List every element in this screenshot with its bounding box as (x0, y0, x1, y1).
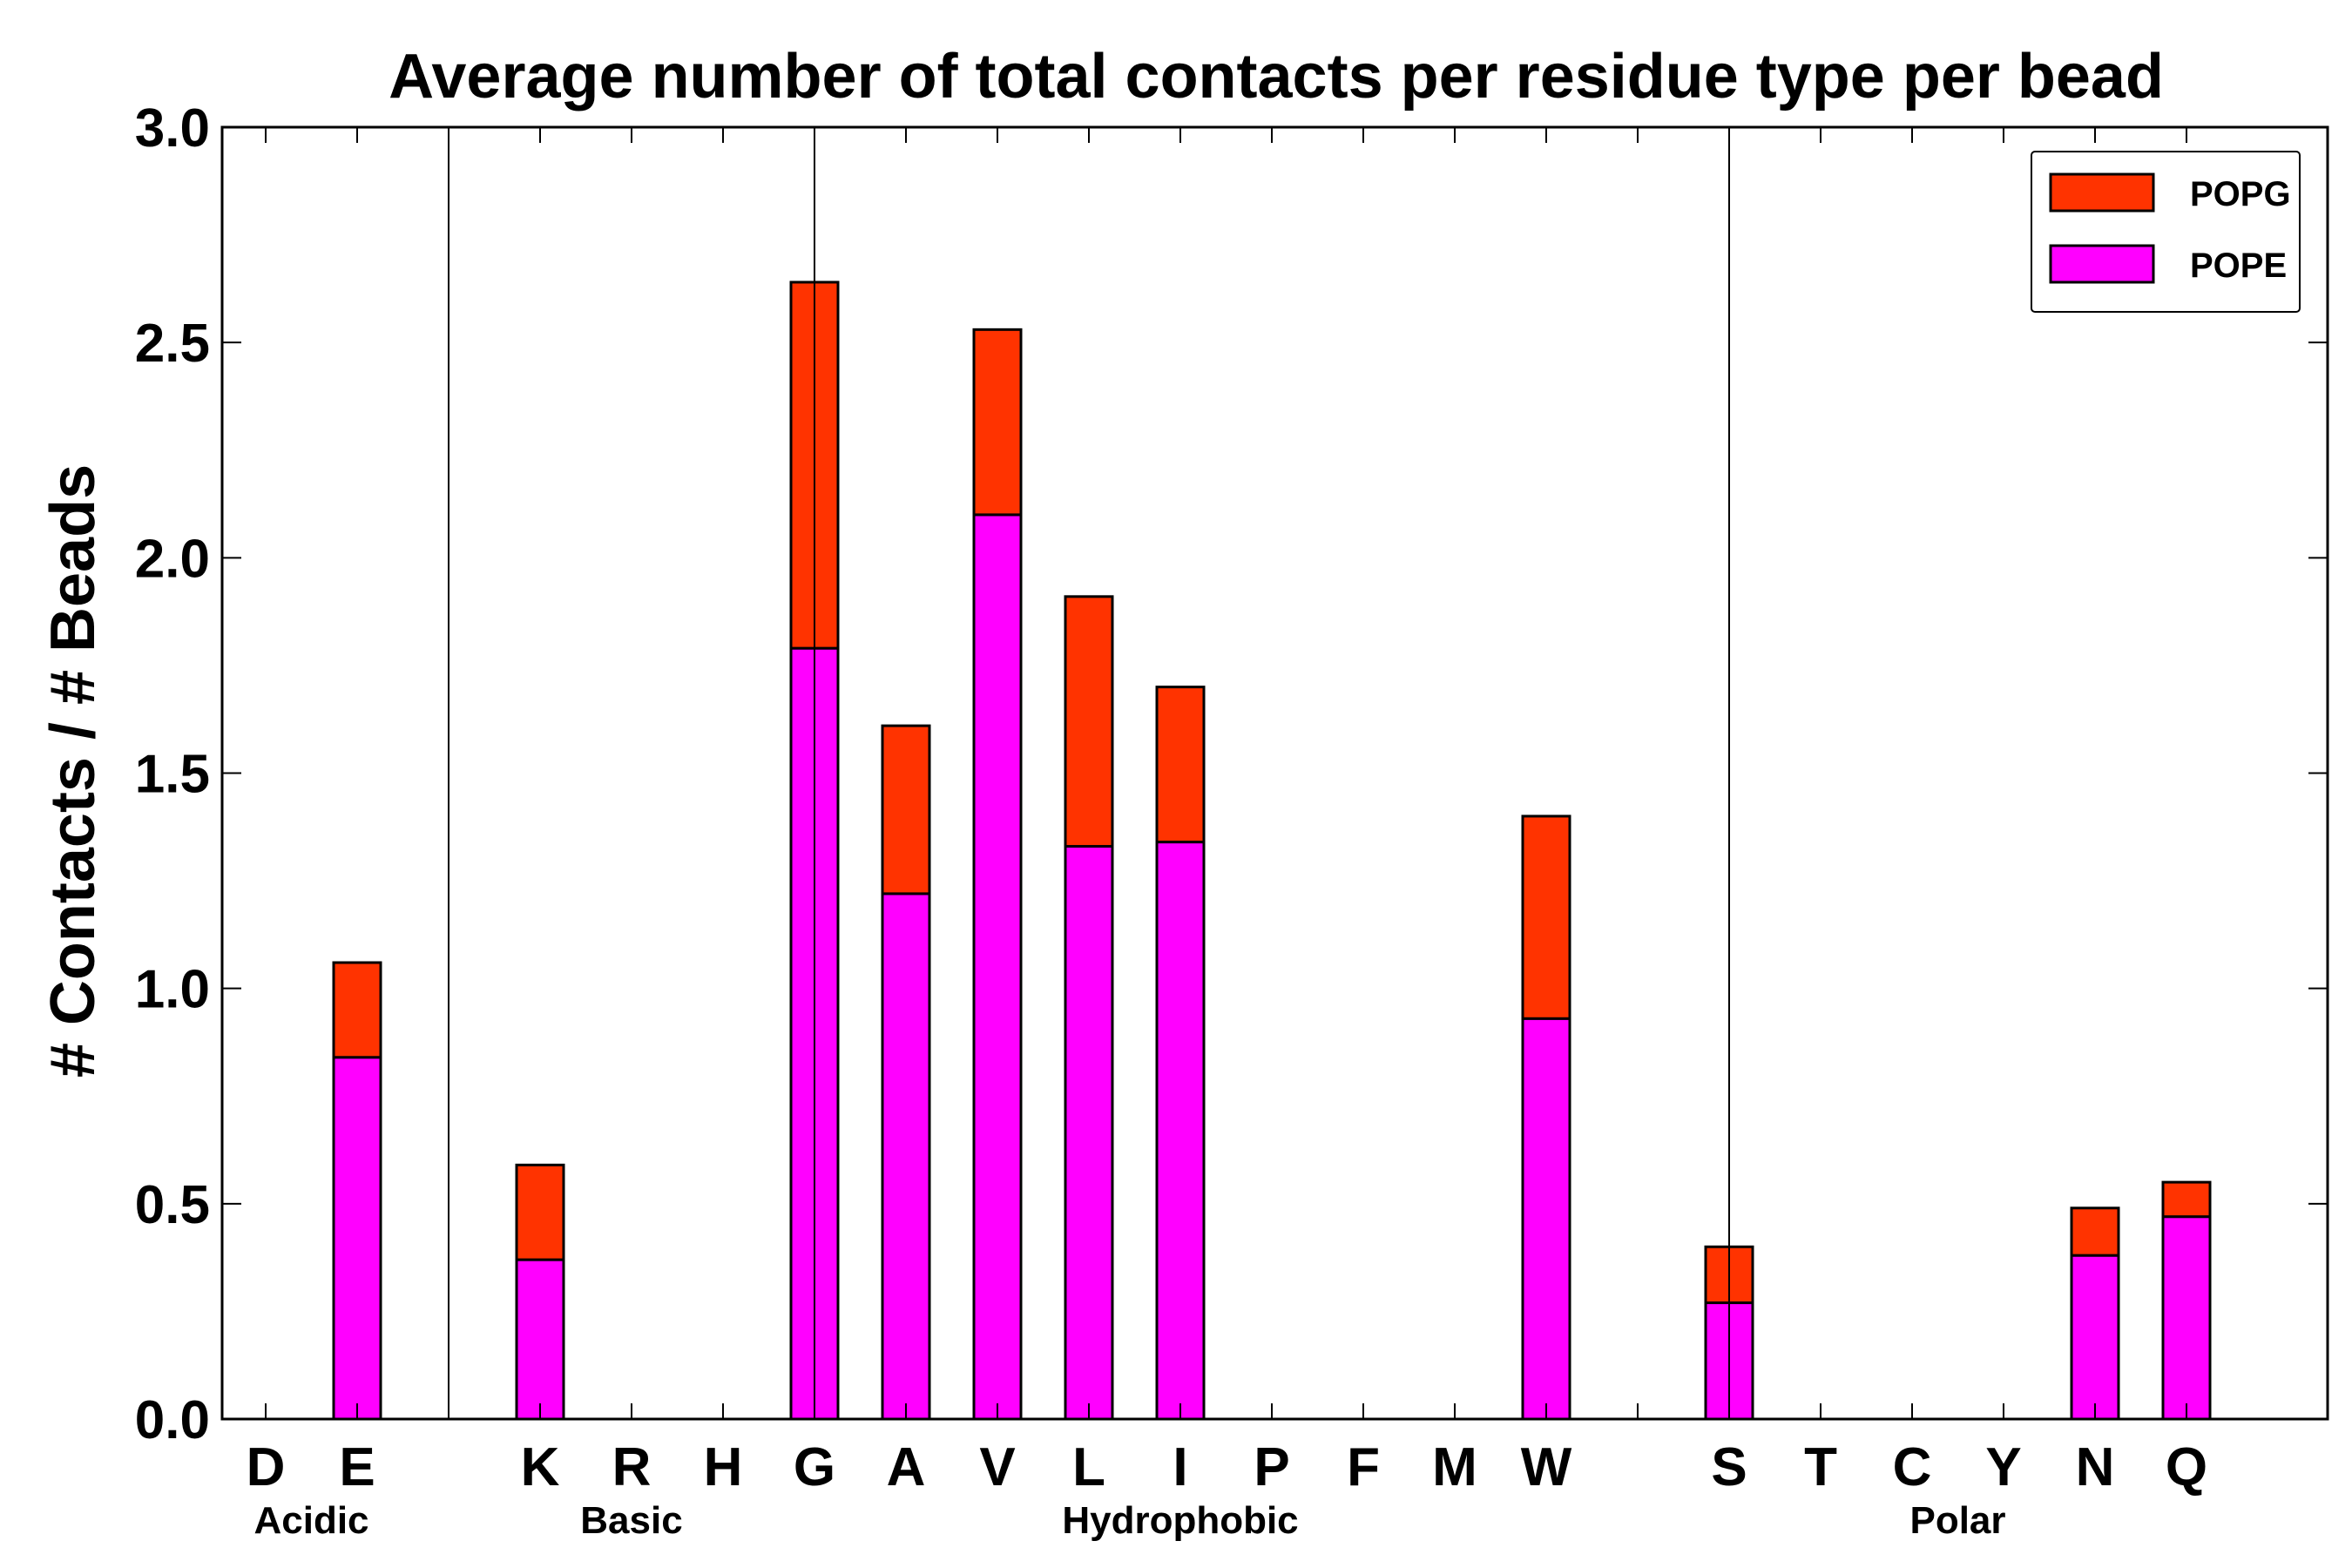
y-tick-label: 2.0 (135, 529, 210, 589)
bar-pope (515, 1258, 565, 1421)
x-tick-label-G: G (794, 1437, 835, 1497)
bar-popg (2070, 1206, 2120, 1257)
bar-pope (881, 892, 931, 1421)
x-tick-label-I: I (1173, 1437, 1187, 1497)
bar-popg (2161, 1180, 2212, 1219)
x-tick-label-L: L (1072, 1437, 1105, 1497)
legend-swatch-pope (2049, 244, 2155, 284)
y-tick-label: 1.5 (135, 745, 210, 805)
bar-popg (1521, 814, 1571, 1020)
x-tick-label-K: K (521, 1437, 560, 1497)
x-tick-label-Y: Y (1985, 1437, 2021, 1497)
bar-pope (2070, 1254, 2120, 1421)
group-labels: Acidic Basic Hydrophobic Polar (253, 1499, 2005, 1542)
bar-pope (1521, 1017, 1571, 1421)
bar-pope (1064, 845, 1114, 1421)
chart-title: Average number of total contacts per res… (389, 42, 2164, 112)
bar-popg (881, 724, 931, 896)
x-tick-label-P: P (1254, 1437, 1289, 1497)
x-tick-label-E: E (339, 1437, 375, 1497)
bar-pope (1155, 841, 1206, 1421)
bar-pope (972, 513, 1023, 1421)
group-label-hydrophobic: Hydrophobic (1062, 1499, 1298, 1542)
y-ticks: 0.0 0.5 1.0 1.5 2.0 2.5 3.0 (135, 98, 2328, 1450)
legend-swatch-popg (2049, 172, 2155, 213)
group-label-polar: Polar (1909, 1499, 2005, 1542)
bars-layer (242, 280, 2212, 1421)
x-tick-label-F: F (1347, 1437, 1380, 1497)
y-axis-label: # Contacts / # Beads (38, 464, 108, 1078)
bar-popg (332, 961, 382, 1059)
x-tick-label-Q: Q (2166, 1437, 2207, 1497)
group-label-basic: Basic (580, 1499, 682, 1542)
x-tick-label-S: S (1711, 1437, 1747, 1497)
legend: POPG POPE (2031, 151, 2301, 313)
bar-popg (1064, 595, 1114, 848)
legend-label-pope: POPE (2190, 247, 2287, 285)
y-tick-label: 2.5 (135, 314, 210, 374)
bar-popg (515, 1163, 565, 1261)
bar-pope (2161, 1215, 2212, 1421)
x-tick-label-D: D (247, 1437, 286, 1497)
bar-pope (332, 1056, 382, 1421)
x-tick-label-M: M (1432, 1437, 1477, 1497)
y-tick-label: 1.0 (135, 960, 210, 1020)
bar-popg (1155, 686, 1206, 844)
bar-popg (972, 328, 1023, 517)
group-label-acidic: Acidic (253, 1499, 368, 1542)
y-tick-label: 3.0 (135, 98, 210, 159)
x-tick-label-R: R (612, 1437, 652, 1497)
x-tick-label-C: C (1893, 1437, 1932, 1497)
y-tick-label: 0.0 (135, 1390, 210, 1450)
y-tick-label: 0.5 (135, 1175, 210, 1235)
legend-label-popg: POPG (2190, 175, 2291, 213)
x-tick-label-H: H (704, 1437, 743, 1497)
x-tick-label-V: V (979, 1437, 1015, 1497)
x-tick-label-N: N (2076, 1437, 2115, 1497)
x-tick-label-T: T (1804, 1437, 1837, 1497)
x-tick-label-W: W (1521, 1437, 1572, 1497)
x-tick-label-A: A (887, 1437, 926, 1497)
group-separators (448, 127, 1730, 1419)
